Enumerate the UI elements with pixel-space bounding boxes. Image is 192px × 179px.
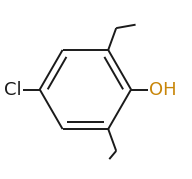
Text: Cl: Cl (4, 81, 22, 98)
Text: OH: OH (149, 81, 176, 98)
